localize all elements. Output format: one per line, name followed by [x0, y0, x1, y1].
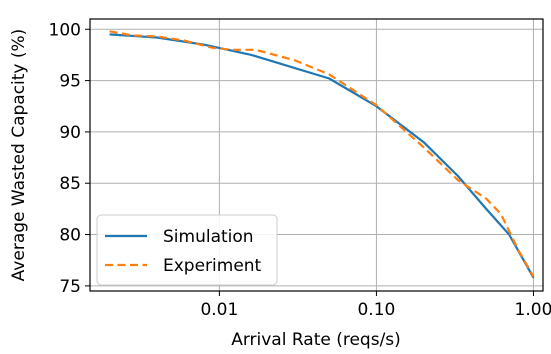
y-tick-label: 95: [59, 72, 81, 92]
y-axis-label: Average Wasted Capacity (%): [9, 29, 29, 282]
y-tick-label: 75: [59, 277, 81, 297]
x-tick-label: 1.00: [515, 300, 551, 320]
axis-ticks: 0.01 0.10 1.00 75 80 85 90 95 100: [49, 20, 551, 320]
legend-simulation-label: Simulation: [163, 227, 254, 247]
x-tick-label: 0.01: [200, 300, 238, 320]
legend-experiment-label: Experiment: [163, 256, 262, 276]
legend: Simulation Experiment: [96, 214, 278, 286]
series-line-experiment: [109, 30, 535, 278]
series-layer: [109, 30, 535, 279]
y-tick-label: 85: [59, 174, 81, 194]
y-tick-label: 100: [49, 20, 81, 40]
x-tick-label: 0.10: [357, 300, 395, 320]
y-tick-label: 80: [59, 226, 81, 246]
plot-area-frame: [89, 18, 544, 292]
x-axis-label: Arrival Rate (reqs/s): [231, 330, 401, 350]
legend-box: [96, 214, 278, 286]
y-tick-label: 90: [59, 123, 81, 143]
